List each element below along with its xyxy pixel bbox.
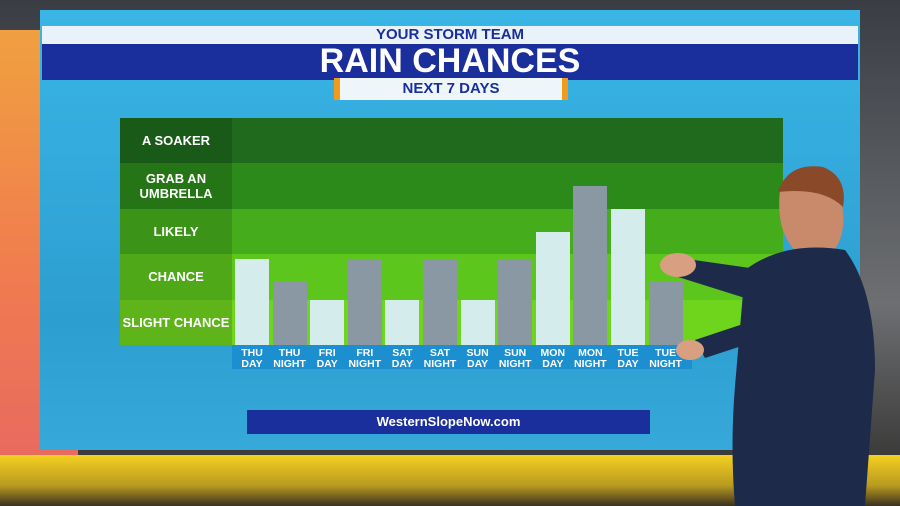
x-tick-label: SUN NIGHT [498,347,532,370]
bar [573,186,608,345]
x-tick-label: THU NIGHT [273,347,306,370]
x-tick-label: MON NIGHT [574,347,607,370]
header-strip [42,26,858,44]
x-tick-label: SAT DAY [391,347,413,370]
kicker: YOUR STORM TEAM [375,26,525,43]
footer: WesternSlopeNow.com [247,410,650,434]
band-label: A SOAKER [120,118,232,164]
x-tick-label: FRI NIGHT [348,347,382,370]
bar [347,258,382,345]
category-strip [232,345,692,369]
x-tick-label: MON DAY [540,347,566,370]
bar [272,281,307,345]
x-tick-label: TUE DAY [617,347,639,370]
chart-title: RAIN CHANCES [319,42,581,80]
bar [310,299,345,345]
bar [498,258,533,345]
bar [535,231,570,345]
x-tick-label: SAT NIGHT [423,347,457,370]
x-tick-label: TUE NIGHT [649,347,682,370]
x-tick-label: SUN DAY [466,347,489,370]
x-tick-label: THU DAY [241,347,263,370]
x-tick-label: FRI DAY [316,347,338,370]
presenter [660,166,875,506]
bar [385,299,420,345]
bar [648,281,683,345]
band-label: LIKELY [120,208,232,255]
bar [460,299,495,345]
bar [611,208,645,345]
subtitle: NEXT 7 DAYS [334,78,568,100]
band-label: SLIGHT CHANCE [120,299,232,345]
bar [423,258,457,345]
band-label: GRAB AN UMBRELLA [120,163,232,209]
bar [235,258,269,345]
title-bar [42,44,858,80]
band-label: CHANCE [120,254,232,300]
